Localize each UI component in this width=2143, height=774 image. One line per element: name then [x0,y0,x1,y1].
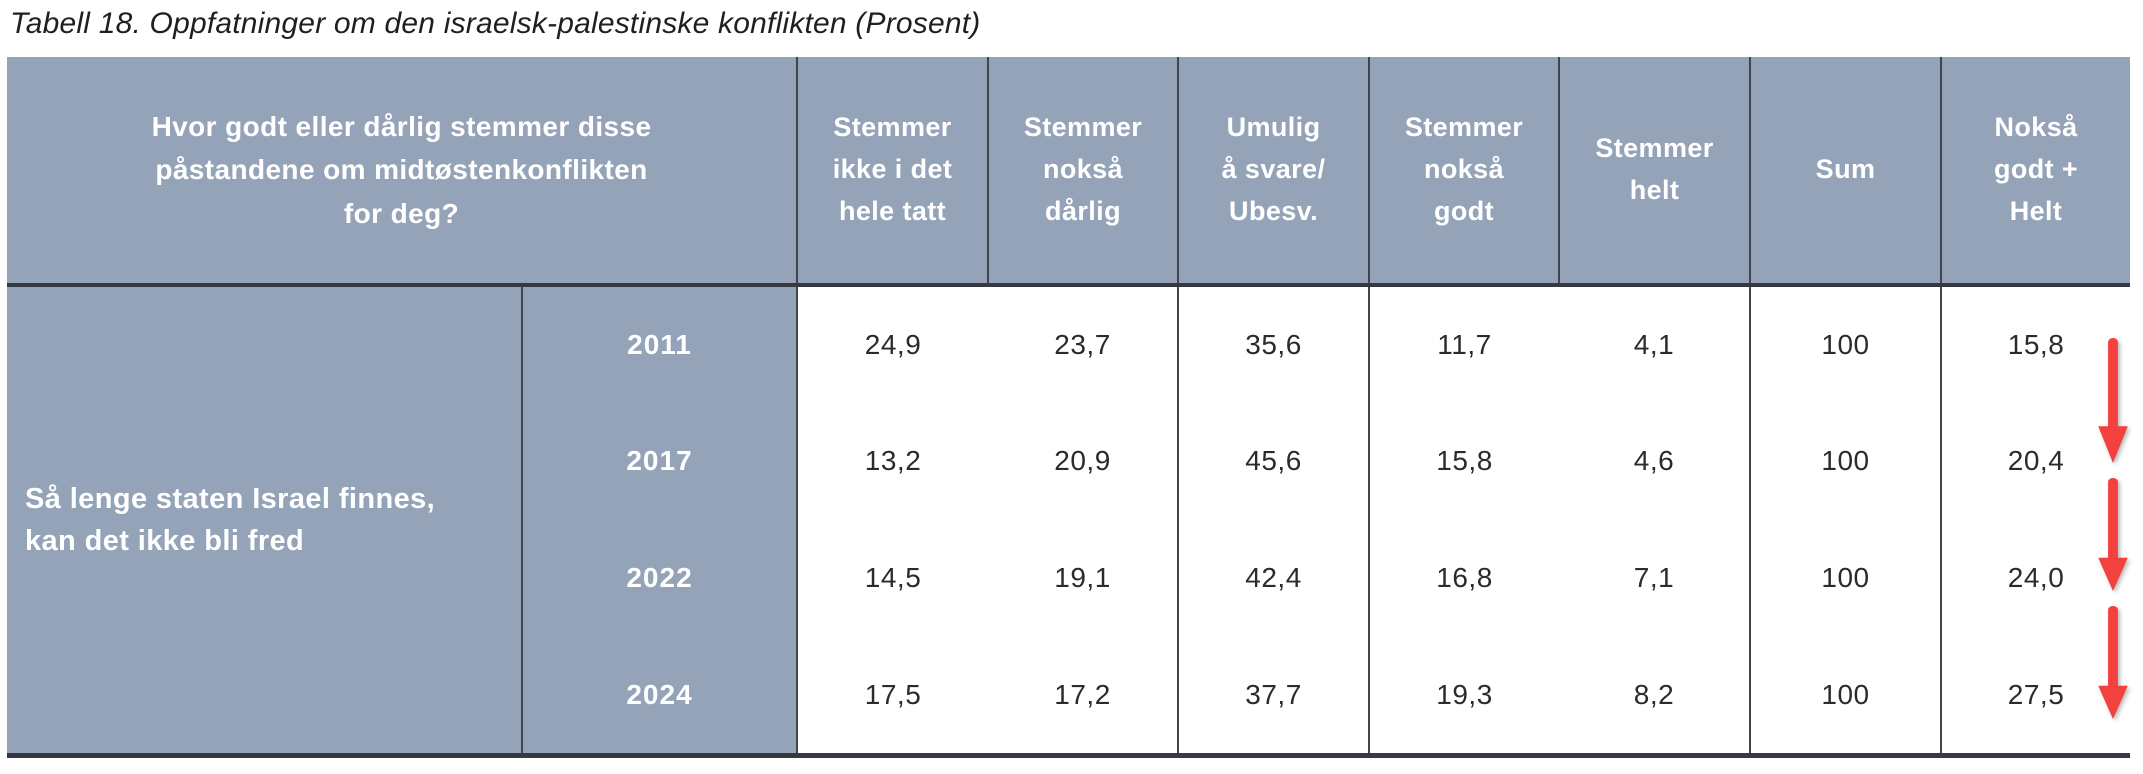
column-header-umulig-a-svare: Umulig å svare/ Ubesv. [1177,57,1370,287]
value-cell: 13,2 [796,402,989,519]
table-row-2011: Så lenge staten Israel finnes, kan det i… [7,285,2131,753]
year-cell: 2017 [520,402,798,519]
page-title: Tabell 18. Oppfatninger om den israelsk-… [10,7,981,40]
column-header-noksa-godt-pluss-helt: Nokså godt + Helt [1940,57,2131,287]
value-cell: 19,3 [1368,636,1560,753]
value-cell: 17,2 [988,636,1179,753]
value-cell: 16,8 [1368,519,1560,636]
value-cell: 15,8 [1368,402,1560,519]
value-cell: 7,1 [1559,519,1751,636]
value-cell: 14,5 [796,519,989,636]
year-cell: 2011 [520,285,798,402]
value-cell: 17,5 [796,636,989,753]
value-cell: 37,7 [1177,636,1370,753]
value-cell: 100 [1749,285,1942,402]
value-cell: 35,6 [1177,285,1370,402]
question-header: Hvor godt eller dårlig stemmer disse pås… [7,57,798,287]
value-cell: 27,5 [1940,636,2131,753]
table-row-2024: 2024 17,5 17,2 37,7 19,3 8,2 100 27,5 [7,636,2131,753]
column-header-stemmer-ikke: Stemmer ikke i det hele tatt [796,57,989,287]
column-header-stemmer-noksa-godt: Stemmer nokså godt [1368,57,1560,287]
header-row: Hvor godt eller dårlig stemmer disse pås… [7,57,2131,287]
value-cell: 24,9 [796,285,989,402]
value-cell: 100 [1749,402,1942,519]
statement-cell: Så lenge staten Israel finnes, kan det i… [7,285,522,753]
value-cell: 19,1 [988,519,1179,636]
value-cell: 20,9 [988,402,1179,519]
value-cell: 11,7 [1368,285,1560,402]
value-cell: 8,2 [1559,636,1751,753]
year-cell: 2024 [520,636,798,753]
value-cell: 4,6 [1559,402,1751,519]
value-cell: 24,0 [1940,519,2131,636]
table-18: Hvor godt eller dårlig stemmer disse pås… [7,57,2131,758]
column-header-stemmer-helt: Stemmer helt [1558,57,1751,287]
value-cell: 45,6 [1177,402,1370,519]
year-cell: 2022 [520,519,798,636]
value-cell: 15,8 [1940,285,2131,402]
column-header-stemmer-noksa-darlig: Stemmer nokså dårlig [987,57,1179,287]
column-header-sum: Sum [1749,57,1942,287]
value-cell: 23,7 [988,285,1179,402]
table-row-2017: 2017 13,2 20,9 45,6 15,8 4,6 100 20,4 [7,402,2131,519]
value-cell: 42,4 [1177,519,1370,636]
value-cell: 100 [1749,519,1942,636]
value-cell: 100 [1749,636,1942,753]
value-cell: 20,4 [1940,402,2131,519]
value-cell: 4,1 [1559,285,1751,402]
data-table: Hvor godt eller dårlig stemmer disse pås… [7,57,2131,753]
